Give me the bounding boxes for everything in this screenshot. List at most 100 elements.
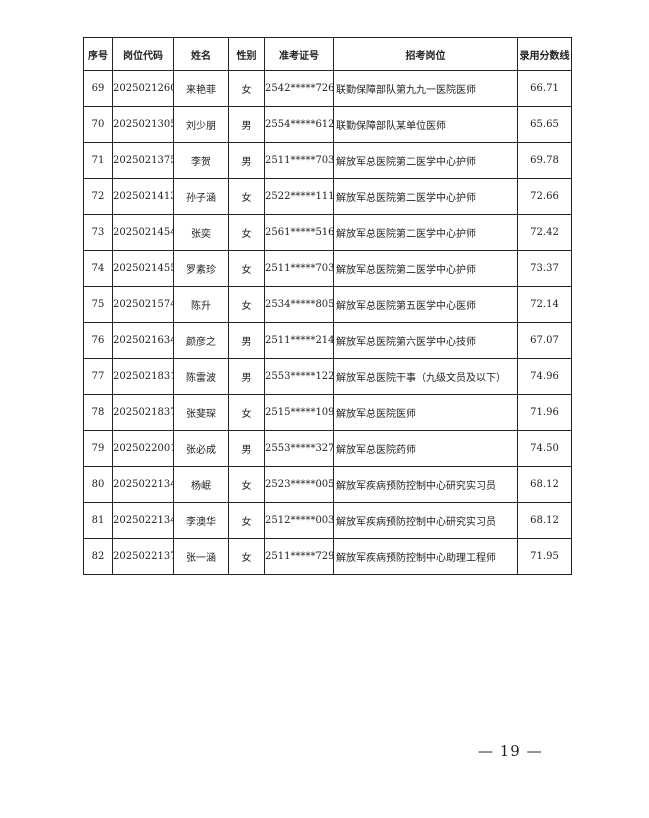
col-score: 65.65: [517, 106, 572, 143]
col-post-code: 2025021634: [112, 322, 174, 359]
col-gender: 女: [228, 466, 265, 503]
col-position: 解放军疾病预防控制中心研究实习员: [333, 502, 518, 539]
table-row: 71 2025021375 李贺男 2511*****703 解放军总医院第二医学中心护…: [83, 142, 572, 179]
col-score: 68.12: [517, 466, 572, 503]
table-row: 81 2025022134 李澳华女 2512*****003 解放军疾病预防控制中心研…: [83, 502, 572, 539]
col-post-code: 2025021454: [112, 214, 174, 251]
col-score: 69.78: [517, 142, 572, 179]
col-name: 陈升: [173, 286, 229, 323]
col-name: 陈雷波: [173, 358, 229, 395]
col-index: 76: [83, 322, 113, 359]
table-row: 76 2025021634 颜彦之男 2511*****214 解放军总医院第六医学中心…: [83, 322, 572, 359]
col-exam-id: 2511*****703: [264, 142, 334, 179]
col-name: 张奕: [173, 214, 229, 251]
col-gender: 女: [228, 178, 265, 215]
col-post-code: 2025021837: [112, 394, 174, 431]
col-post-code: 2025021413: [112, 178, 174, 215]
col-score: 72.14: [517, 286, 572, 323]
col-score: 67.07: [517, 322, 572, 359]
col-score: 68.12: [517, 502, 572, 539]
col-name: 张必成: [173, 430, 229, 467]
col-position: 联勤保障部队第九九一医院医师: [333, 70, 518, 107]
col-exam-id: 2553*****122: [264, 358, 334, 395]
col-post-code: 2025021455: [112, 250, 174, 287]
col-index: 70: [83, 106, 113, 143]
header-col-exam-id: 准考证号: [264, 37, 334, 71]
col-gender: 女: [228, 286, 265, 323]
col-gender: 女: [228, 70, 265, 107]
col-exam-id: 2515*****109: [264, 394, 334, 431]
table-row: 74 2025021455 罗素珍女 2511*****703 解放军总医院第二医学中心…: [83, 250, 572, 287]
col-post-code: 2025022134: [112, 502, 174, 539]
col-exam-id: 2542*****726: [264, 70, 334, 107]
col-name: 李澳华: [173, 502, 229, 539]
col-name: 罗素珍: [173, 250, 229, 287]
col-index: 74: [83, 250, 113, 287]
col-index: 72: [83, 178, 113, 215]
col-score: 66.71: [517, 70, 572, 107]
col-index: 79: [83, 430, 113, 467]
col-score: 71.95: [517, 538, 572, 575]
col-position: 解放军总医院第二医学中心护师: [333, 250, 518, 287]
col-gender: 女: [228, 250, 265, 287]
header-col-score: 录用分数线: [517, 37, 572, 71]
col-exam-id: 2554*****612: [264, 106, 334, 143]
col-score: 73.37: [517, 250, 572, 287]
col-gender: 女: [228, 394, 265, 431]
col-score: 71.96: [517, 394, 572, 431]
col-score: 72.42: [517, 214, 572, 251]
col-score: 74.96: [517, 358, 572, 395]
col-index: 80: [83, 466, 113, 503]
col-name: 杨岷: [173, 466, 229, 503]
col-name: 来艳菲: [173, 70, 229, 107]
col-position: 解放军总医院第二医学中心护师: [333, 214, 518, 251]
col-position: 解放军总医院第五医学中心医师: [333, 286, 518, 323]
col-exam-id: 2512*****003: [264, 502, 334, 539]
table-row: 78 2025021837 张斐琛女 2515*****109 解放军总医院医师 71.9…: [83, 394, 572, 431]
header-col-name: 姓名: [173, 37, 229, 71]
col-index: 82: [83, 538, 113, 575]
table-header-row: 序号 岗位代码 姓名 性别 准考证号 招考岗位 录用分数线: [83, 37, 572, 71]
col-index: 73: [83, 214, 113, 251]
header-col-gender: 性别: [228, 37, 265, 71]
col-name: 张斐琛: [173, 394, 229, 431]
table-row: 69 2025021260 来艳菲女 2542*****726 联勤保障部队第九九一医院…: [83, 70, 572, 107]
col-position: 联勤保障部队某单位医师: [333, 106, 518, 143]
col-exam-id: 2523*****005: [264, 466, 334, 503]
col-name: 颜彦之: [173, 322, 229, 359]
col-position: 解放军总医院第六医学中心技师: [333, 322, 518, 359]
col-post-code: 2025022134: [112, 466, 174, 503]
col-position: 解放军总医院第二医学中心护师: [333, 142, 518, 179]
table-row: 72 2025021413 孙子涵女 2522*****111 解放军总医院第二医学中心…: [83, 178, 572, 215]
table-row: 75 2025021574 陈升女 2534*****805 解放军总医院第五医学中心医…: [83, 286, 572, 323]
col-gender: 女: [228, 538, 265, 575]
col-exam-id: 2561*****516: [264, 214, 334, 251]
col-position: 解放军总医院第二医学中心护师: [333, 178, 518, 215]
col-position: 解放军疾病预防控制中心助理工程师: [333, 538, 518, 575]
col-exam-id: 2534*****805: [264, 286, 334, 323]
col-post-code: 2025021260: [112, 70, 174, 107]
col-index: 78: [83, 394, 113, 431]
col-exam-id: 2511*****703: [264, 250, 334, 287]
col-exam-id: 2553*****327: [264, 430, 334, 467]
page-number: — 19 —: [478, 742, 543, 760]
col-post-code: 2025021305: [112, 106, 174, 143]
col-name: 刘少朋: [173, 106, 229, 143]
table-row: 77 2025021831 陈雷波男 2553*****122 解放军总医院干事（九级文…: [83, 358, 572, 395]
col-score: 72.66: [517, 178, 572, 215]
col-post-code: 2025022137: [112, 538, 174, 575]
col-exam-id: 2522*****111: [264, 178, 334, 215]
col-score: 74.50: [517, 430, 572, 467]
col-index: 71: [83, 142, 113, 179]
col-exam-id: 2511*****729: [264, 538, 334, 575]
col-name: 孙子涵: [173, 178, 229, 215]
table-row: 79 2025022001 张必成男 2553*****327 解放军总医院药师 74.5…: [83, 430, 572, 467]
col-position: 解放军总医院药师: [333, 430, 518, 467]
col-index: 81: [83, 502, 113, 539]
col-post-code: 2025021831: [112, 358, 174, 395]
col-position: 解放军疾病预防控制中心研究实习员: [333, 466, 518, 503]
col-gender: 男: [228, 322, 265, 359]
col-name: 张一涵: [173, 538, 229, 575]
header-col-position: 招考岗位: [333, 37, 518, 71]
col-exam-id: 2511*****214: [264, 322, 334, 359]
